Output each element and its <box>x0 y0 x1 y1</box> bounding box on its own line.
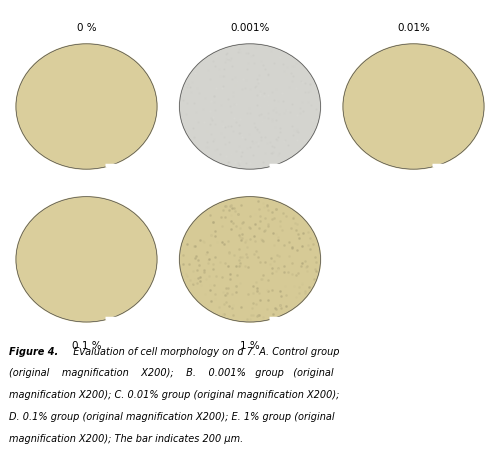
Text: 0.01%: 0.01% <box>397 23 430 33</box>
Text: C: C <box>346 44 356 57</box>
Text: magnification X200); C. 0.01% group (original magnification X200);: magnification X200); C. 0.01% group (ori… <box>9 390 340 400</box>
Text: B: B <box>182 44 192 57</box>
Text: 0 %: 0 % <box>76 23 96 33</box>
Circle shape <box>16 44 157 169</box>
Text: A: A <box>18 44 28 57</box>
Circle shape <box>16 196 157 322</box>
Text: 1 %: 1 % <box>240 341 260 351</box>
Text: (original    magnification    X200);    B.    0.001%   group   (original: (original magnification X200); B. 0.001%… <box>9 368 334 378</box>
Text: Figure 4.: Figure 4. <box>9 347 58 357</box>
Text: E: E <box>182 196 192 210</box>
Text: magnification X200); The bar indicates 200 μm.: magnification X200); The bar indicates 2… <box>9 434 243 444</box>
Text: 0.1 %: 0.1 % <box>72 341 102 351</box>
Circle shape <box>180 44 320 169</box>
Text: 0.001%: 0.001% <box>230 23 270 33</box>
Text: Evaluation of cell morphology on d 7. A. Control group: Evaluation of cell morphology on d 7. A.… <box>66 347 339 357</box>
Text: D. 0.1% group (original magnification X200); E. 1% group (original: D. 0.1% group (original magnification X2… <box>9 412 334 422</box>
Circle shape <box>180 196 320 322</box>
Text: D: D <box>18 196 29 210</box>
Circle shape <box>343 44 484 169</box>
